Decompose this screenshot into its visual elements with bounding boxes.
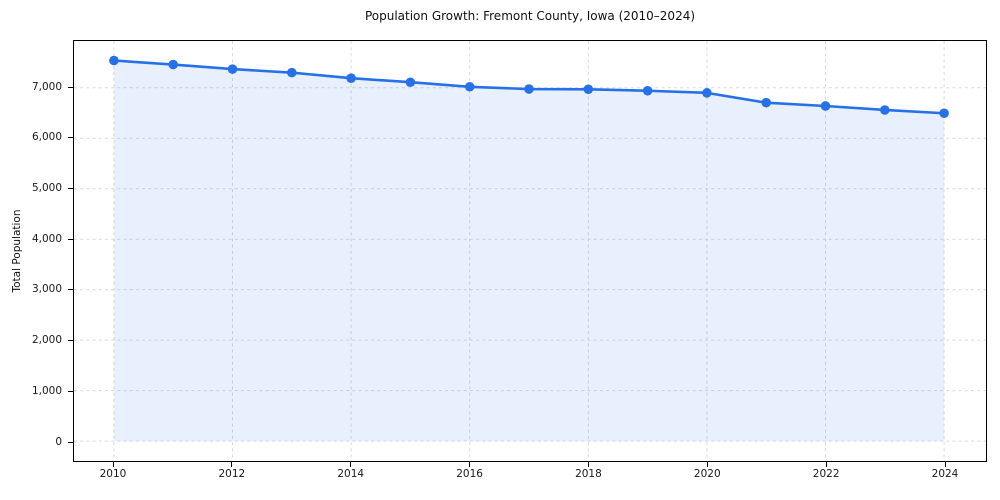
data-point <box>524 84 534 94</box>
y-tick-label: 1,000 <box>31 384 62 397</box>
y-tick-label: 3,000 <box>31 283 62 296</box>
y-tick-mark <box>68 390 73 392</box>
y-tick-label: 7,000 <box>31 80 62 93</box>
y-tick-label: 5,000 <box>31 181 62 194</box>
data-point <box>464 81 475 92</box>
y-tick-mark <box>68 441 73 443</box>
y-tick-mark <box>68 187 73 189</box>
data-point <box>939 108 949 119</box>
y-tick-mark <box>68 340 73 342</box>
x-tick-label: 2018 <box>575 468 602 480</box>
y-tick-label: 6,000 <box>31 131 62 144</box>
y-tick-mark <box>68 238 73 240</box>
x-tick-mark <box>231 462 233 467</box>
x-tick-label: 2012 <box>218 468 246 480</box>
x-tick-mark <box>706 462 708 467</box>
y-tick-label: 0 <box>55 435 62 448</box>
x-tick-label: 2010 <box>99 468 127 480</box>
y-axis-label: Total Population <box>11 209 23 293</box>
data-point <box>405 77 416 88</box>
x-tick-mark <box>469 462 471 467</box>
y-tick-mark <box>68 289 73 291</box>
data-point <box>761 97 772 108</box>
data-point <box>642 86 653 96</box>
x-tick-mark <box>944 462 946 467</box>
y-tick-mark <box>68 86 73 88</box>
plot-area <box>73 40 987 462</box>
x-tick-label: 2024 <box>931 468 959 480</box>
y-tick-mark <box>68 137 73 139</box>
data-point <box>346 73 356 83</box>
x-tick-mark <box>350 462 352 467</box>
x-tick-label: 2022 <box>812 468 840 480</box>
data-point <box>227 64 238 74</box>
data-point <box>583 84 594 95</box>
x-tick-mark <box>112 462 114 467</box>
data-point <box>109 55 119 66</box>
data-point <box>287 67 297 78</box>
x-tick-label: 2014 <box>337 468 365 480</box>
data-point <box>168 59 179 70</box>
data-point <box>702 88 712 98</box>
chart-title: Population Growth: Fremont County, Iowa … <box>364 9 696 23</box>
y-tick-label: 2,000 <box>31 334 62 347</box>
area-fill <box>113 60 945 442</box>
x-tick-mark <box>587 462 589 467</box>
x-tick-label: 2016 <box>456 468 483 480</box>
x-tick-mark <box>825 462 827 467</box>
data-point <box>880 105 890 115</box>
x-tick-label: 2020 <box>693 468 721 480</box>
data-point <box>820 101 831 111</box>
line-series-canvas <box>74 41 986 461</box>
y-tick-label: 4,000 <box>31 232 62 245</box>
